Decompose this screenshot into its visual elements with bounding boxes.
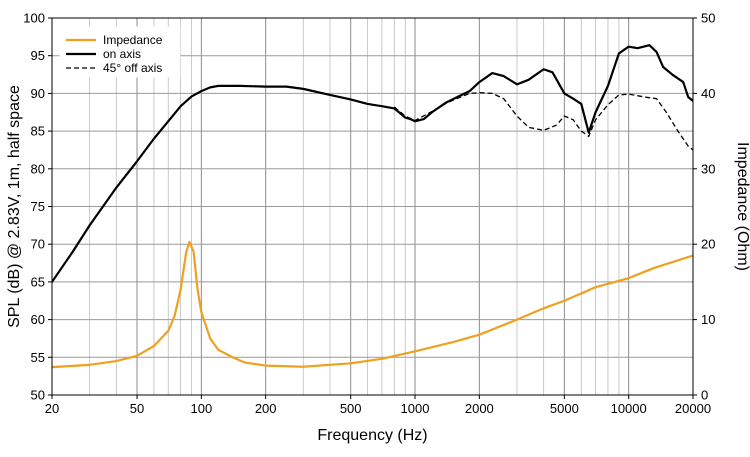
y-right-tick-label: 50 bbox=[701, 11, 715, 26]
x-tick-label: 200 bbox=[255, 401, 277, 416]
y-left-tick-label: 90 bbox=[31, 86, 45, 101]
y-left-tick-label: 70 bbox=[31, 237, 45, 252]
legend-label: on axis bbox=[103, 47, 141, 61]
x-tick-label: 1000 bbox=[401, 401, 430, 416]
legend-label: 45° off axis bbox=[103, 61, 162, 75]
x-tick-label: 20 bbox=[45, 401, 59, 416]
x-tick-label: 20000 bbox=[675, 401, 711, 416]
y-left-tick-label: 60 bbox=[31, 312, 45, 327]
y-right-tick-label: 40 bbox=[701, 86, 715, 101]
series-layer bbox=[52, 44, 693, 369]
x-axis-title: Frequency (Hz) bbox=[317, 427, 427, 444]
y-axis-right-title: Impedance (Ohm) bbox=[734, 142, 750, 271]
x-tick-label: 2000 bbox=[465, 401, 494, 416]
y-left-tick-label: 65 bbox=[31, 274, 45, 289]
y-left-tick-label: 95 bbox=[31, 48, 45, 63]
legend-box bbox=[59, 26, 181, 78]
legend-label: Impedance bbox=[103, 33, 163, 47]
series-on-axis bbox=[52, 44, 693, 283]
y-right-tick-label: 20 bbox=[701, 237, 715, 252]
x-tick-label: 500 bbox=[340, 401, 362, 416]
x-tick-label: 10000 bbox=[611, 401, 647, 416]
x-tick-label: 50 bbox=[130, 401, 144, 416]
x-tick-label: 5000 bbox=[550, 401, 579, 416]
y-right-tick-label: 30 bbox=[701, 161, 715, 176]
y-right-tick-label: 10 bbox=[701, 312, 715, 327]
y-right-tick-label: 0 bbox=[701, 388, 708, 403]
y-left-tick-label: 55 bbox=[31, 350, 45, 365]
series-45-off-axis bbox=[393, 92, 693, 151]
series-impedance bbox=[52, 240, 693, 369]
x-tick-label: 100 bbox=[190, 401, 212, 416]
y-axis-right: 0 10 20 30 40 50 bbox=[693, 11, 715, 403]
y-left-tick-label: 80 bbox=[31, 161, 45, 176]
y-left-tick-label: 75 bbox=[31, 199, 45, 214]
y-left-tick-label: 100 bbox=[23, 11, 45, 26]
y-left-tick-label: 85 bbox=[31, 124, 45, 139]
x-axis: 20 50 100 200 500 1000 2000 5000 10000 20000 bbox=[45, 395, 711, 416]
y-axis-left-title: SPL (dB) @ 2.83V, 1m, half space bbox=[6, 85, 23, 328]
y-left-tick-label: 50 bbox=[31, 388, 45, 403]
y-axis-left: 50 55 60 65 70 75 80 85 90 95 100 bbox=[23, 11, 52, 403]
